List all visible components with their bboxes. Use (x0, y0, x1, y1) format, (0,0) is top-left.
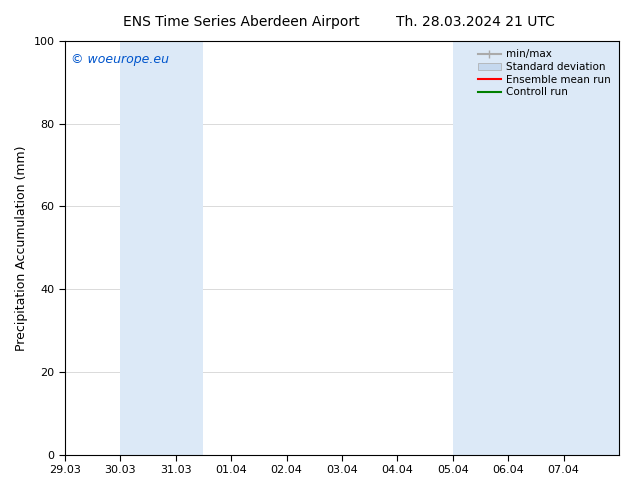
Text: ENS Time Series Aberdeen Airport: ENS Time Series Aberdeen Airport (122, 15, 359, 29)
Bar (508, 41, 619, 455)
Text: © woeurope.eu: © woeurope.eu (70, 53, 169, 67)
Bar (453, 41, 508, 455)
Text: Th. 28.03.2024 21 UTC: Th. 28.03.2024 21 UTC (396, 15, 555, 29)
Bar (176, 41, 204, 455)
Bar (120, 41, 176, 455)
Legend: min/max, Standard deviation, Ensemble mean run, Controll run: min/max, Standard deviation, Ensemble me… (475, 46, 614, 100)
Y-axis label: Precipitation Accumulation (mm): Precipitation Accumulation (mm) (15, 145, 28, 350)
